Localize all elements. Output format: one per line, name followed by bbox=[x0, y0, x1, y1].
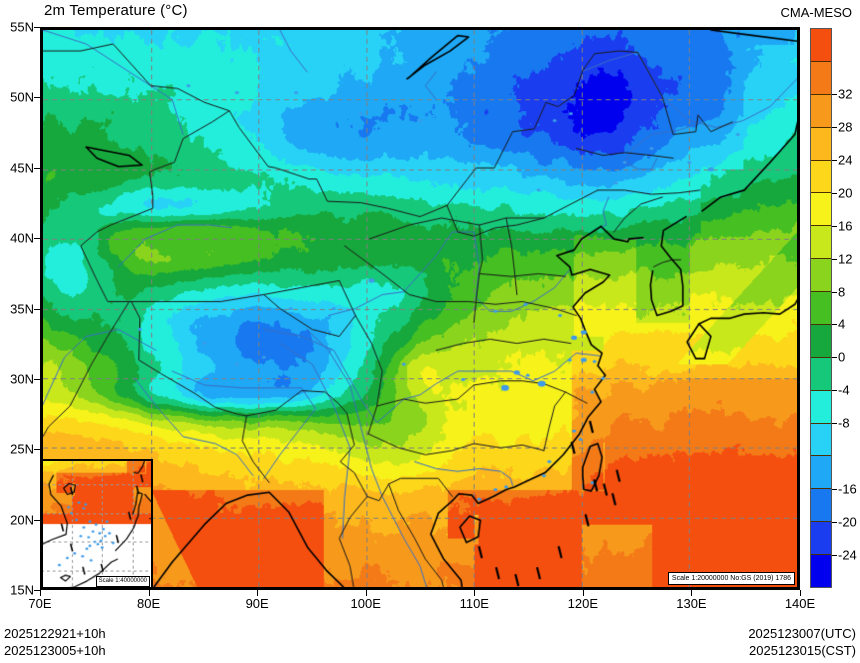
x-tick-mark bbox=[40, 590, 41, 596]
x-tick-label: 140E bbox=[784, 596, 816, 611]
colorbar-tick-mark bbox=[832, 489, 837, 491]
map-scale-stamp: Scale 1:20000000 No:GS (2019) 1786 bbox=[667, 572, 795, 585]
inset-scale-stamp: Scale 1:40000000 bbox=[95, 576, 150, 587]
x-tick-mark bbox=[582, 590, 584, 596]
valid-time-cst: 2025123015(CST) bbox=[749, 643, 856, 658]
colorbar-tick-label: 0 bbox=[838, 349, 846, 365]
y-tick-label: 15N bbox=[10, 582, 34, 598]
colorbar-band bbox=[811, 94, 831, 128]
colorbar-tick-mark bbox=[832, 555, 837, 557]
x-tick-mark bbox=[800, 590, 801, 596]
x-tick-label: 100E bbox=[350, 596, 381, 611]
colorbar-tick-mark bbox=[832, 357, 837, 359]
colorbar-tick-label: 24 bbox=[838, 152, 853, 168]
colorbar-tick-mark bbox=[832, 390, 837, 392]
y-tick-label: 50N bbox=[10, 89, 34, 105]
colorbar-tick-label: -24 bbox=[838, 547, 857, 563]
colorbar-band bbox=[811, 456, 831, 490]
colorbar-band bbox=[811, 61, 831, 95]
init-time-block: 2025122921+10h 2025123005+10h bbox=[4, 625, 106, 659]
colorbar-tick-mark bbox=[832, 324, 837, 326]
y-tick-mark bbox=[34, 167, 40, 169]
y-tick-mark bbox=[34, 590, 40, 591]
y-tick-label: 45N bbox=[10, 160, 34, 176]
colorbar-band bbox=[811, 193, 831, 227]
x-tick-label: 120E bbox=[567, 596, 599, 611]
x-tick-label: 130E bbox=[676, 596, 707, 611]
colorbar-band bbox=[811, 324, 831, 358]
y-tick-mark bbox=[34, 378, 40, 380]
colorbar-band bbox=[811, 29, 831, 62]
y-tick-label: 35N bbox=[10, 301, 34, 316]
y-tick-label: 55N bbox=[10, 19, 34, 35]
map-plot-frame[interactable]: Scale 1:40000000 Scale 1:20000000 No:GS … bbox=[40, 27, 800, 590]
y-tick-mark bbox=[34, 519, 40, 521]
colorbar-band bbox=[811, 489, 831, 523]
colorbar-tick-label: -20 bbox=[838, 514, 857, 530]
colorbar-band bbox=[811, 226, 831, 260]
x-tick-mark bbox=[257, 590, 259, 596]
y-tick-mark bbox=[34, 97, 40, 99]
colorbar-band bbox=[811, 522, 831, 555]
y-tick-label: 25N bbox=[10, 441, 34, 457]
colorbar-tick-label: 4 bbox=[838, 316, 846, 332]
x-tick-label: 80E bbox=[136, 596, 161, 611]
colorbar-band bbox=[811, 357, 831, 391]
page-title: 2m Temperature (°C) bbox=[44, 2, 188, 19]
inset-map-south-china-sea[interactable]: Scale 1:40000000 bbox=[43, 459, 153, 587]
y-tick-mark bbox=[34, 238, 40, 240]
colorbar-tick-mark bbox=[832, 126, 837, 128]
x-tick-label: 70E bbox=[28, 596, 52, 611]
colorbar-tick-mark bbox=[832, 522, 837, 524]
temperature-colorbar[interactable] bbox=[810, 28, 832, 588]
colorbar-tick-mark bbox=[832, 93, 837, 95]
colorbar-tick-label: 20 bbox=[838, 185, 853, 201]
colorbar-tick-label: 8 bbox=[838, 284, 846, 300]
x-tick-label: 110E bbox=[459, 596, 489, 611]
colorbar-band bbox=[811, 390, 831, 424]
x-tick-mark bbox=[691, 590, 693, 596]
temperature-field bbox=[43, 30, 797, 587]
init-time-line-2: 2025123005+10h bbox=[4, 643, 106, 658]
colorbar-band bbox=[811, 160, 831, 194]
y-tick-label: 20N bbox=[10, 512, 34, 528]
colorbar-tick-mark bbox=[832, 192, 837, 194]
colorbar-band bbox=[811, 259, 831, 292]
colorbar-band bbox=[811, 292, 831, 325]
colorbar-tick-label: 32 bbox=[838, 86, 853, 102]
colorbar-tick-label: -16 bbox=[838, 481, 857, 497]
x-tick-mark bbox=[148, 590, 150, 596]
model-label: CMA-MESO bbox=[780, 5, 853, 20]
x-tick-mark bbox=[365, 590, 367, 596]
y-tick-label: 30N bbox=[10, 371, 34, 387]
y-tick-label: 40N bbox=[10, 230, 34, 246]
colorbar-tick-label: -4 bbox=[838, 382, 850, 398]
y-tick-mark bbox=[34, 449, 40, 451]
init-time-line-1: 2025122921+10h bbox=[4, 626, 106, 641]
y-tick-mark bbox=[34, 27, 40, 28]
colorbar-tick-label: 16 bbox=[838, 218, 853, 234]
colorbar-band bbox=[811, 555, 831, 587]
colorbar-tick-mark bbox=[832, 291, 837, 293]
colorbar-tick-mark bbox=[832, 423, 837, 425]
colorbar-tick-mark bbox=[832, 225, 837, 227]
valid-time-utc: 2025123007(UTC) bbox=[748, 626, 856, 641]
colorbar-tick-mark bbox=[832, 258, 837, 260]
valid-time-block: 2025123007(UTC) 2025123015(CST) bbox=[748, 625, 856, 659]
colorbar-tick-label: -8 bbox=[838, 415, 850, 431]
x-tick-mark bbox=[474, 590, 476, 596]
colorbar-tick-label: 12 bbox=[838, 251, 853, 267]
colorbar-band bbox=[811, 423, 831, 457]
colorbar-tick-mark bbox=[832, 159, 837, 161]
y-tick-mark bbox=[34, 308, 40, 310]
colorbar-band bbox=[811, 127, 831, 161]
x-tick-label: 90E bbox=[245, 596, 269, 611]
colorbar-tick-label: 28 bbox=[838, 119, 853, 135]
